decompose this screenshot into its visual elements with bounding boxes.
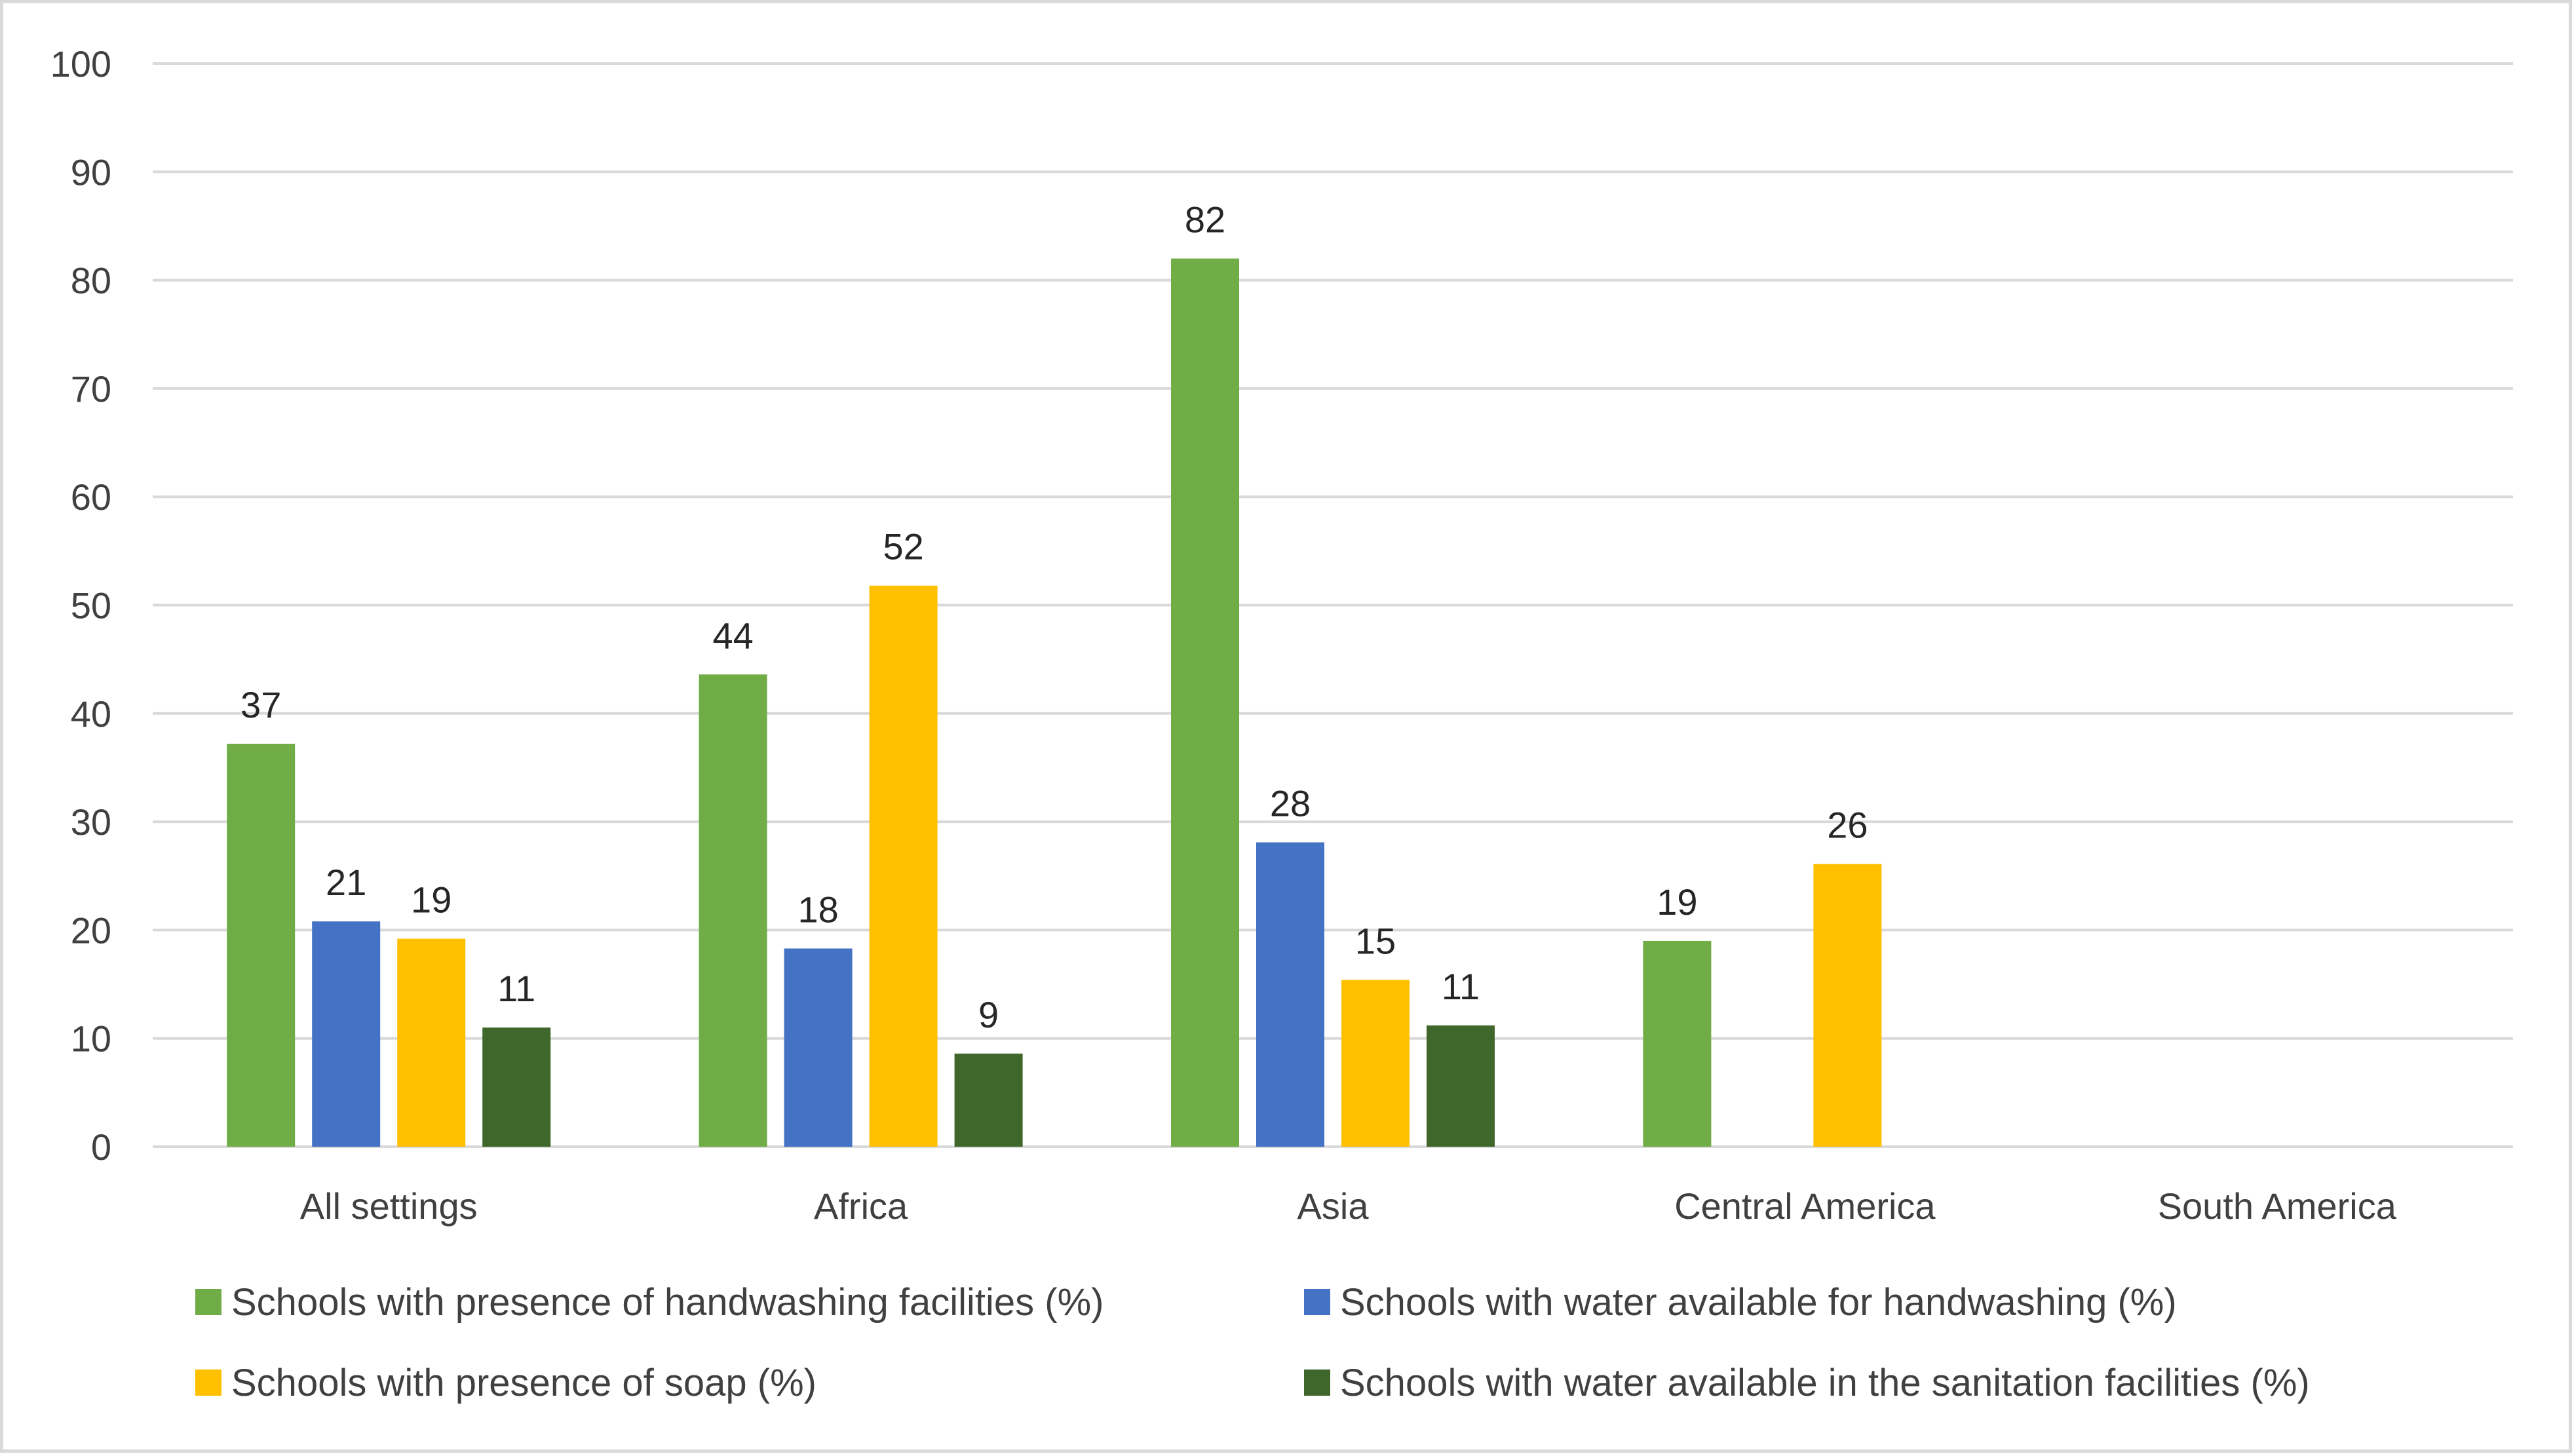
y-tick-label: 100 [50,43,111,85]
legend-item: Schools with presence of soap (%) [195,1362,816,1404]
y-tick-label: 10 [71,1018,111,1060]
y-tick-label: 60 [71,476,111,518]
legend-item: Schools with water available in the sani… [1304,1362,2310,1404]
data-label: 11 [497,968,535,1009]
bar [869,585,938,1147]
x-tick-label: All settings [300,1185,478,1227]
data-label: 9 [978,994,999,1035]
x-axis-tick-labels: All settings Africa Asia Central America Sou… [300,1185,2397,1227]
data-label: 21 [326,862,366,903]
x-tick-label: South America [2158,1185,2397,1227]
data-label: 15 [1355,920,1396,961]
legend-label: Schools with presence of soap (%) [231,1362,816,1404]
bar [699,674,767,1147]
y-tick-label: 50 [71,585,111,626]
x-tick-label: Africa [814,1185,908,1227]
y-tick-label: 40 [71,693,111,735]
bar [1341,980,1410,1147]
bar [312,921,381,1147]
data-label: 82 [1185,199,1225,240]
bar [784,948,853,1147]
bar [397,938,466,1147]
data-label: 28 [1270,783,1311,824]
legend-swatch [1304,1370,1330,1396]
data-label: 19 [1657,881,1697,923]
legend-swatch [195,1370,221,1396]
data-label: 37 [240,684,281,725]
legend-swatch [195,1289,221,1315]
x-tick-label: Central America [1674,1185,1936,1227]
y-tick-label: 0 [91,1126,111,1168]
data-labels: 37 21 19 11 44 18 52 9 82 28 15 11 19 26 [240,199,1868,1035]
bars [227,258,1882,1147]
bar [954,1053,1023,1147]
legend-item: Schools with water available for handwas… [1304,1281,2177,1324]
legend: Schools with presence of handwashing fac… [195,1281,2310,1404]
y-tick-label: 90 [71,151,111,193]
bar [482,1027,551,1147]
x-tick-label: Asia [1297,1185,1370,1227]
legend-label: Schools with water available for handwas… [1340,1281,2177,1324]
data-label: 19 [411,879,451,921]
bar-chart: 0 10 20 30 40 50 60 70 80 90 100 37 21 19 11 44 18 52 9 82… [50,43,2513,1404]
bar [1813,864,1882,1147]
data-label: 26 [1827,805,1868,846]
y-tick-label: 70 [71,368,111,410]
legend-item: Schools with presence of handwashing fac… [195,1281,1104,1324]
bar [227,744,296,1147]
bar [1171,258,1239,1147]
legend-label: Schools with presence of handwashing fac… [231,1281,1104,1324]
data-label: 11 [1442,966,1480,1007]
y-tick-label: 80 [71,260,111,301]
data-label: 18 [797,889,838,930]
data-label: 44 [712,615,753,656]
y-tick-label: 30 [71,801,111,843]
data-label: 52 [883,526,923,567]
y-axis-tick-labels: 0 10 20 30 40 50 60 70 80 90 100 [50,43,111,1168]
bar [1256,842,1324,1147]
bar [1427,1025,1495,1147]
bar [1643,940,1712,1147]
legend-label: Schools with water available in the sani… [1340,1362,2310,1404]
legend-swatch [1304,1289,1330,1315]
y-tick-label: 20 [71,910,111,951]
